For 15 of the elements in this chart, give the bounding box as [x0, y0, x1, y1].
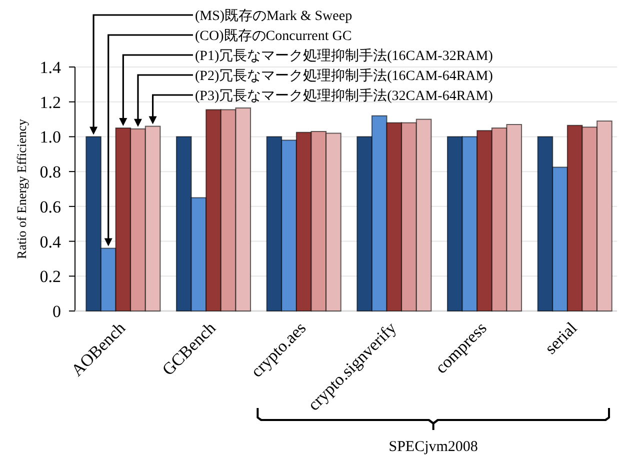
text: (P2)冗長なマーク処理抑制手法(16CAM-64RAM) [195, 68, 494, 84]
text: (MS)既存のMark & Sweep [195, 8, 352, 24]
y-tick-label: 0.6 [40, 197, 61, 216]
y-tick-label: 0.8 [40, 162, 61, 182]
y-tick-label: 0 [52, 302, 61, 321]
y-tick-label: 1.4 [40, 58, 62, 77]
y-tick-label: 1.0 [40, 128, 61, 147]
text: (P1)冗長なマーク処理抑制手法(16CAM-32RAM) [195, 48, 494, 64]
series-label: (P3)冗長なマーク処理抑制手法(32CAM-64RAM) [195, 88, 494, 104]
y-axis-title: Ratio of Energy Efficiency [14, 118, 29, 259]
y-tick-label: 0.2 [40, 267, 61, 286]
text: SPECjvm2008 [388, 439, 478, 455]
text: (CO)既存のConcurrent GC [195, 28, 352, 44]
y-tick-label: 1.2 [40, 92, 61, 112]
y-tick-label: 0.4 [40, 232, 62, 252]
